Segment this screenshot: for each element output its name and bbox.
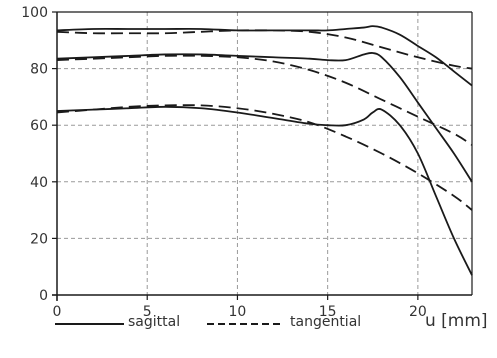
x-tick-label-15: 15 bbox=[319, 304, 337, 320]
x-tick-label-5: 5 bbox=[143, 304, 152, 320]
tangential-curve-1 bbox=[56, 29, 473, 70]
legend-tangential-label: tangential bbox=[290, 314, 361, 330]
legend: sagittal tangential bbox=[55, 314, 361, 330]
axes bbox=[52, 11, 473, 301]
sagittal-curve-0 bbox=[56, 25, 473, 87]
sagittal-curve-4 bbox=[56, 105, 473, 276]
y-tick-label-0: 0 bbox=[39, 288, 48, 304]
series-group bbox=[56, 25, 473, 276]
y-tick-label-100: 100 bbox=[21, 5, 48, 21]
tick-labels: 0 20 40 60 80 100 0 5 10 15 20 bbox=[21, 5, 427, 320]
x-tick-label-10: 10 bbox=[229, 304, 247, 320]
y-tick-label-60: 60 bbox=[30, 118, 48, 134]
sagittal-curve-2 bbox=[56, 51, 473, 183]
y-tick-label-20: 20 bbox=[30, 231, 48, 247]
legend-sagittal-label: sagittal bbox=[128, 314, 180, 330]
tangential-curve-3 bbox=[56, 54, 473, 146]
grid-lines bbox=[57, 12, 472, 295]
x-tick-label-20: 20 bbox=[409, 304, 427, 320]
y-tick-label-40: 40 bbox=[30, 175, 48, 191]
x-tick-label-0: 0 bbox=[53, 304, 62, 320]
x-axis-label: u [mm] bbox=[425, 311, 488, 331]
y-tick-label-80: 80 bbox=[30, 62, 48, 78]
tangential-curve-5 bbox=[56, 104, 473, 211]
